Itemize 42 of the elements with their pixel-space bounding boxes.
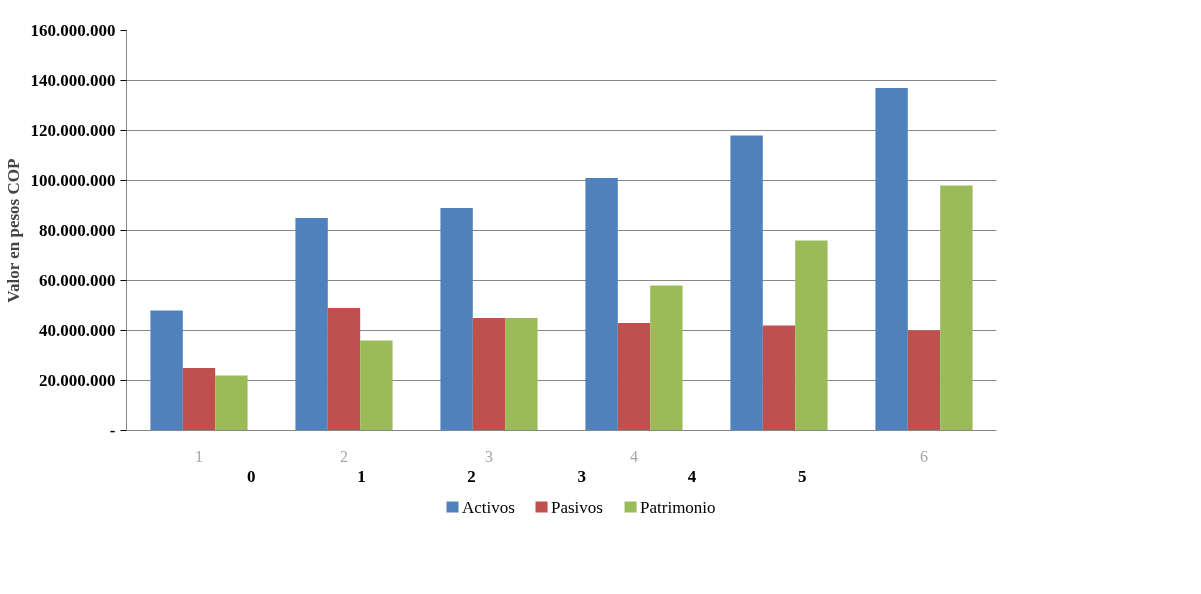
legend-label: Activos	[461, 497, 515, 517]
x-tick-label: 1	[195, 447, 203, 465]
bar	[650, 285, 683, 431]
bar	[762, 325, 796, 431]
bar	[215, 375, 248, 431]
text: 4	[687, 466, 697, 486]
y-tick-label: 120.000.000	[30, 121, 116, 140]
bar	[182, 368, 216, 431]
bar	[585, 178, 618, 431]
bar	[730, 135, 763, 431]
bar	[440, 208, 473, 431]
bar	[472, 318, 506, 431]
bar	[940, 185, 973, 431]
bar	[295, 218, 328, 431]
x-tick-label: 6	[920, 447, 928, 465]
y-tick-label: 40.000.000	[39, 321, 116, 340]
bar	[505, 318, 538, 431]
text: 5	[797, 466, 807, 486]
y-tick-label: -	[109, 421, 116, 440]
y-tick-label: 80.000.000	[39, 221, 116, 240]
y-tick-label: 20.000.000	[39, 371, 116, 390]
y-tick-label: 160.000.000	[30, 21, 116, 40]
y-axis-title: Valor en pesos COP	[3, 158, 23, 303]
legend-label: Pasivos	[551, 497, 603, 517]
bar	[795, 240, 828, 431]
bar	[617, 323, 651, 431]
bar	[150, 310, 183, 431]
text: 0	[246, 466, 256, 486]
x-tick-label: 2	[340, 447, 348, 465]
x-tick-label: 3	[485, 447, 493, 465]
text: 3	[577, 466, 587, 486]
x-tick-label: 4	[630, 447, 638, 465]
bar	[875, 88, 908, 431]
text: 1	[357, 466, 366, 486]
bar	[360, 340, 393, 431]
bar	[907, 330, 941, 431]
y-tick-label: 60.000.000	[39, 271, 116, 290]
y-tick-label: 140.000.000	[30, 71, 116, 90]
y-tick-label: 100.000.000	[30, 171, 116, 190]
bar	[327, 308, 361, 431]
legend-label: Patrimonio	[640, 497, 716, 517]
text: 2	[467, 466, 476, 486]
